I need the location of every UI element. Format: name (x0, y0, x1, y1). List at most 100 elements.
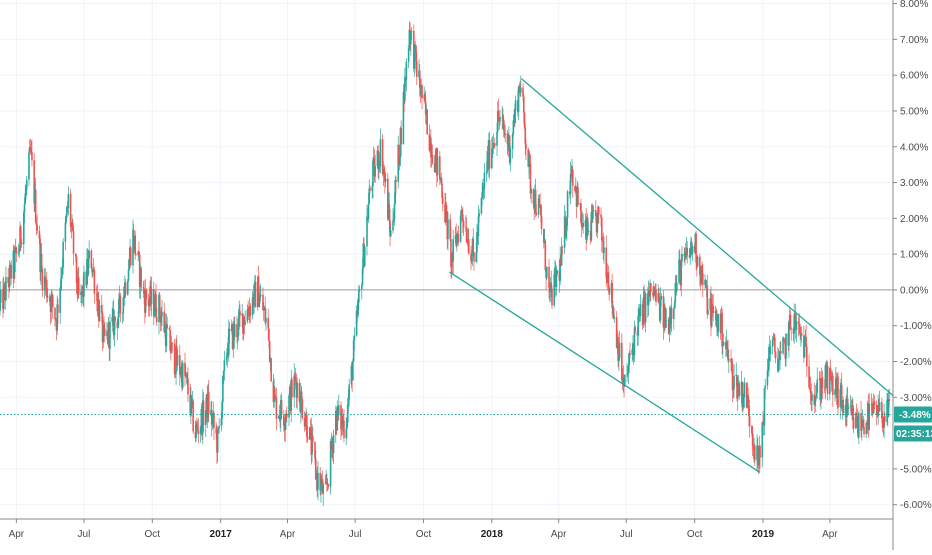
candle (366, 204, 368, 256)
y-tick-label: 8.00% (900, 0, 928, 10)
x-tick-label: Jul (78, 529, 91, 540)
candle (473, 251, 475, 271)
candle (221, 399, 223, 426)
candle (710, 293, 713, 329)
candle (441, 191, 444, 212)
candle (374, 154, 376, 183)
candle (83, 265, 85, 308)
lower-trendline[interactable] (449, 271, 761, 474)
candle (202, 392, 205, 431)
candle (754, 443, 756, 467)
candle (538, 194, 541, 206)
candle (50, 289, 53, 323)
candle (590, 204, 593, 243)
candle (280, 393, 283, 419)
candle (789, 309, 792, 331)
candle (617, 333, 619, 368)
candle (285, 406, 288, 423)
candle (544, 238, 547, 272)
candle (493, 137, 496, 150)
candle (499, 109, 501, 126)
upper-trendline[interactable] (521, 78, 894, 397)
x-tick-label: Oct (145, 529, 161, 540)
candle (678, 250, 680, 285)
candle (440, 172, 443, 186)
candle (140, 266, 142, 292)
x-tick-label: 2018 (481, 529, 504, 540)
candle (187, 367, 189, 403)
candle (352, 335, 355, 362)
candle (668, 306, 671, 343)
candle (733, 364, 735, 398)
candle (332, 429, 335, 465)
candle (218, 418, 220, 434)
candle (608, 285, 611, 301)
candle (25, 176, 28, 196)
candle (759, 444, 761, 469)
candle (506, 129, 509, 155)
candle (686, 240, 689, 264)
candle (788, 320, 790, 358)
candle (119, 292, 122, 323)
candle (626, 362, 628, 382)
trendlines-layer[interactable] (449, 78, 894, 474)
candle (404, 67, 406, 105)
candle (566, 190, 569, 226)
candle (165, 313, 168, 352)
candle (407, 44, 410, 69)
candle (884, 411, 886, 428)
candle (447, 212, 449, 251)
candle (808, 376, 811, 391)
candle (197, 418, 200, 444)
candle (673, 307, 675, 330)
candle (837, 371, 839, 415)
candle (561, 245, 564, 256)
candle (556, 269, 558, 277)
candle (681, 245, 683, 267)
candle (548, 258, 550, 299)
candle (424, 90, 427, 125)
candle (322, 481, 324, 506)
candle (14, 246, 16, 279)
candle (481, 182, 483, 206)
candle (449, 213, 452, 242)
candle (129, 245, 132, 268)
candle (311, 426, 314, 452)
candle (327, 483, 330, 490)
candle (751, 425, 754, 457)
candle (834, 388, 836, 402)
candle (430, 128, 432, 168)
candle (103, 321, 106, 343)
candle (795, 313, 798, 343)
countdown-badge: 02:35:13 (894, 425, 932, 442)
candle (69, 188, 72, 233)
candle (799, 323, 801, 340)
candle (639, 294, 642, 322)
candle (592, 204, 594, 223)
candle (762, 411, 764, 426)
candle (166, 316, 168, 329)
candle (155, 283, 157, 320)
candle (348, 378, 350, 407)
candle (761, 421, 764, 468)
candle (707, 298, 709, 316)
candle (113, 310, 116, 347)
candle (66, 206, 68, 219)
candle (10, 260, 12, 285)
candle (842, 396, 845, 416)
candle (102, 319, 105, 349)
candle (228, 322, 231, 344)
candle (168, 326, 171, 330)
candle (436, 147, 439, 183)
candle (517, 85, 520, 120)
candle (24, 184, 27, 205)
y-tick-label: 2.00% (900, 214, 928, 225)
candle (580, 198, 582, 225)
candle (731, 358, 734, 403)
candle (793, 303, 795, 344)
candle (852, 405, 855, 434)
candle (17, 243, 20, 257)
